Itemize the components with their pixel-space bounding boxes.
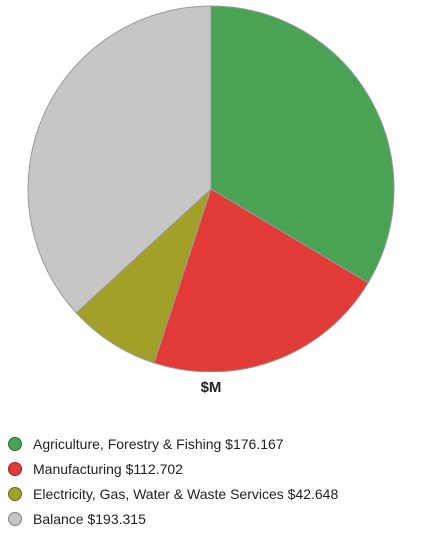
legend-label: Balance $193.315 (33, 510, 146, 527)
legend-item[interactable]: Balance $193.315 (8, 506, 338, 531)
legend-item[interactable]: Manufacturing $112.702 (8, 456, 338, 481)
legend-label: Electricity, Gas, Water & Waste Services… (33, 485, 339, 502)
legend-label: Agriculture, Forestry & Fishing $176.167 (33, 435, 284, 452)
legend-swatch (8, 486, 22, 501)
legend: Agriculture, Forestry & Fishing $176.167… (8, 431, 338, 531)
legend-swatch (8, 461, 22, 476)
legend-item[interactable]: Agriculture, Forestry & Fishing $176.167 (8, 431, 338, 456)
legend-label: Manufacturing $112.702 (33, 460, 183, 477)
legend-swatch (8, 436, 22, 451)
pie-slice-balance[interactable] (27, 5, 212, 314)
legend-item[interactable]: Electricity, Gas, Water & Waste Services… (8, 481, 338, 506)
legend-swatch (8, 511, 22, 526)
pie-slice-agriculture-forestry-fishing[interactable] (210, 5, 395, 284)
chart-title: $M (200, 379, 222, 396)
pie-slice-manufacturing[interactable] (153, 188, 369, 372)
pie-chart (27, 5, 395, 372)
pie-slice-electricity-gas-water-waste-services[interactable] (75, 187, 213, 364)
